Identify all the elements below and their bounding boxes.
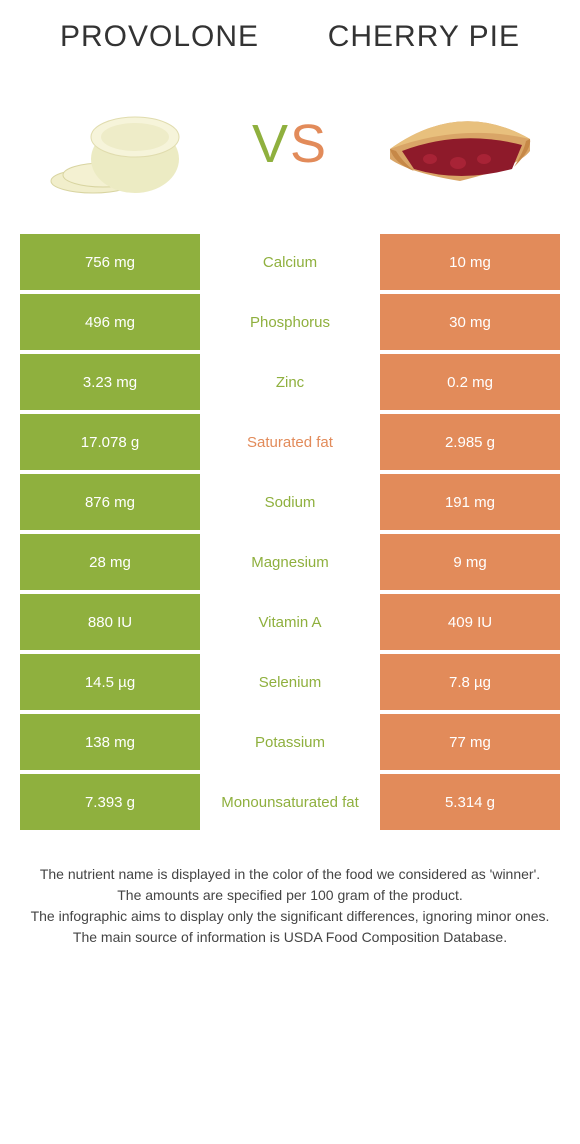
right-value: 5.314 g: [380, 774, 560, 830]
nutrient-name: Monounsaturated fat: [200, 774, 380, 830]
right-food-title: CHERRY PIE: [328, 20, 520, 54]
table-row: 138 mgPotassium77 mg: [20, 714, 560, 770]
footer-line-4: The main source of information is USDA F…: [30, 927, 550, 948]
right-value: 2.985 g: [380, 414, 560, 470]
vs-label: VS: [252, 113, 328, 175]
right-value: 77 mg: [380, 714, 560, 770]
table-row: 756 mgCalcium10 mg: [20, 234, 560, 290]
footer-notes: The nutrient name is displayed in the co…: [0, 834, 580, 948]
nutrient-name: Vitamin A: [200, 594, 380, 650]
footer-line-3: The infographic aims to display only the…: [30, 906, 550, 927]
left-value: 880 IU: [20, 594, 200, 650]
table-row: 496 mgPhosphorus30 mg: [20, 294, 560, 350]
left-value: 14.5 µg: [20, 654, 200, 710]
nutrient-name: Zinc: [200, 354, 380, 410]
left-food-title: PROVOLONE: [60, 20, 259, 54]
right-value: 191 mg: [380, 474, 560, 530]
left-value: 3.23 mg: [20, 354, 200, 410]
nutrient-name: Calcium: [200, 234, 380, 290]
right-value: 10 mg: [380, 234, 560, 290]
nutrient-name: Potassium: [200, 714, 380, 770]
nutrient-name: Magnesium: [200, 534, 380, 590]
table-row: 880 IUVitamin A409 IU: [20, 594, 560, 650]
nutrient-name: Sodium: [200, 474, 380, 530]
right-value: 7.8 µg: [380, 654, 560, 710]
left-value: 28 mg: [20, 534, 200, 590]
cherry-pie-image: [380, 84, 540, 204]
table-row: 7.393 gMonounsaturated fat5.314 g: [20, 774, 560, 830]
table-row: 14.5 µgSelenium7.8 µg: [20, 654, 560, 710]
left-value: 7.393 g: [20, 774, 200, 830]
header: PROVOLONE CHERRY PIE: [0, 0, 580, 64]
left-value: 756 mg: [20, 234, 200, 290]
provolone-image: [40, 84, 200, 204]
right-value: 9 mg: [380, 534, 560, 590]
nutrient-name: Phosphorus: [200, 294, 380, 350]
right-value: 0.2 mg: [380, 354, 560, 410]
right-value: 30 mg: [380, 294, 560, 350]
table-row: 17.078 gSaturated fat2.985 g: [20, 414, 560, 470]
table-row: 3.23 mgZinc0.2 mg: [20, 354, 560, 410]
left-value: 138 mg: [20, 714, 200, 770]
left-value: 17.078 g: [20, 414, 200, 470]
left-value: 496 mg: [20, 294, 200, 350]
vs-row: VS: [0, 64, 580, 234]
table-row: 876 mgSodium191 mg: [20, 474, 560, 530]
nutrient-name: Saturated fat: [200, 414, 380, 470]
comparison-table: 756 mgCalcium10 mg496 mgPhosphorus30 mg3…: [0, 234, 580, 830]
left-value: 876 mg: [20, 474, 200, 530]
nutrient-name: Selenium: [200, 654, 380, 710]
footer-line-2: The amounts are specified per 100 gram o…: [30, 885, 550, 906]
footer-line-1: The nutrient name is displayed in the co…: [30, 864, 550, 885]
table-row: 28 mgMagnesium9 mg: [20, 534, 560, 590]
vs-s: S: [290, 114, 328, 174]
vs-v: V: [252, 114, 290, 174]
right-value: 409 IU: [380, 594, 560, 650]
